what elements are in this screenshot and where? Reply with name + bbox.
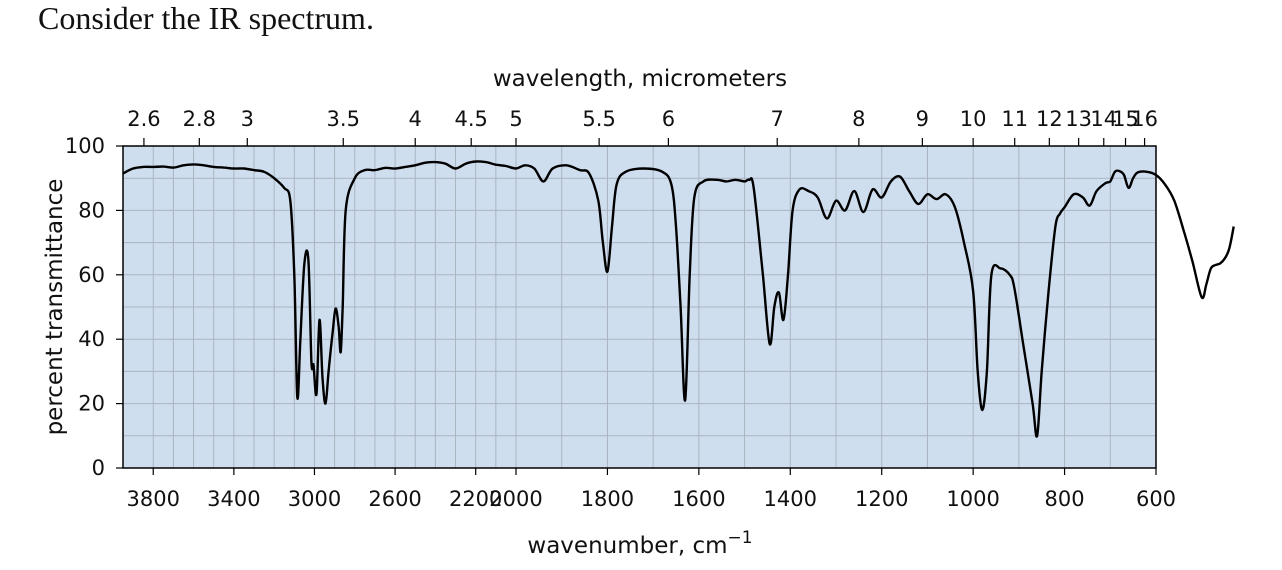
top-tick-label: 4 bbox=[409, 107, 422, 131]
top-tick-label: 5.5 bbox=[582, 107, 615, 131]
x-axis-title-text: wavenumber, cm bbox=[527, 533, 727, 559]
top-tick-label: 5 bbox=[509, 107, 522, 131]
y-tick-label: 20 bbox=[78, 392, 105, 416]
top-axis-title: wavelength, micrometers bbox=[493, 66, 787, 92]
y-tick-label: 80 bbox=[78, 198, 105, 222]
top-tick-label: 10 bbox=[960, 107, 987, 131]
x-axis-title-superscript: −1 bbox=[728, 528, 753, 548]
x-tick-label: 2200 bbox=[449, 487, 502, 511]
x-tick-label: 2000 bbox=[489, 487, 542, 511]
x-axis-title: wavenumber, cm−1 bbox=[527, 528, 752, 559]
top-tick-label: 14 bbox=[1090, 107, 1117, 131]
top-tick-label: 3.5 bbox=[327, 107, 360, 131]
top-tick-label: 9 bbox=[916, 107, 929, 131]
x-tick-label: 3400 bbox=[207, 487, 260, 511]
x-tick-label: 2600 bbox=[368, 487, 421, 511]
y-tick-label: 40 bbox=[78, 327, 105, 351]
x-tick-label: 3800 bbox=[127, 487, 180, 511]
y-tick-label: 0 bbox=[92, 456, 105, 480]
x-tick-label: 1200 bbox=[855, 487, 908, 511]
x-tick-label: 1400 bbox=[764, 487, 817, 511]
x-tick-label: 1000 bbox=[946, 487, 999, 511]
top-tick-label: 2.6 bbox=[127, 107, 160, 131]
top-tick-label: 2.8 bbox=[183, 107, 216, 131]
x-tick-label: 3000 bbox=[288, 487, 341, 511]
left-axis: 0 20 40 60 80 100 bbox=[65, 134, 123, 480]
plot-frame bbox=[122, 145, 1157, 469]
x-tick-label: 600 bbox=[1136, 487, 1176, 511]
top-tick-label: 11 bbox=[1001, 107, 1028, 131]
y-tick-label: 100 bbox=[65, 134, 105, 158]
x-tick-label: 1800 bbox=[581, 487, 634, 511]
top-tick-label: 6 bbox=[662, 107, 675, 131]
transmittance-line bbox=[122, 160, 1235, 438]
question-text: Consider the IR spectrum. bbox=[38, 0, 374, 36]
top-tick-label: 8 bbox=[852, 107, 865, 131]
top-tick-label: 7 bbox=[771, 107, 784, 131]
top-tick-label: 3 bbox=[241, 107, 254, 131]
top-tick-label: 16 bbox=[1131, 107, 1158, 131]
x-tick-label: 1600 bbox=[672, 487, 725, 511]
top-tick-label: 15 bbox=[1112, 107, 1139, 131]
y-tick-label: 60 bbox=[78, 263, 105, 287]
top-tick-label: 12 bbox=[1036, 107, 1063, 131]
y-axis-title: percent transmittance bbox=[42, 179, 68, 436]
top-tick-label: 13 bbox=[1065, 107, 1092, 131]
top-tick-label: 4.5 bbox=[455, 107, 488, 131]
x-tick-label: 800 bbox=[1045, 487, 1085, 511]
